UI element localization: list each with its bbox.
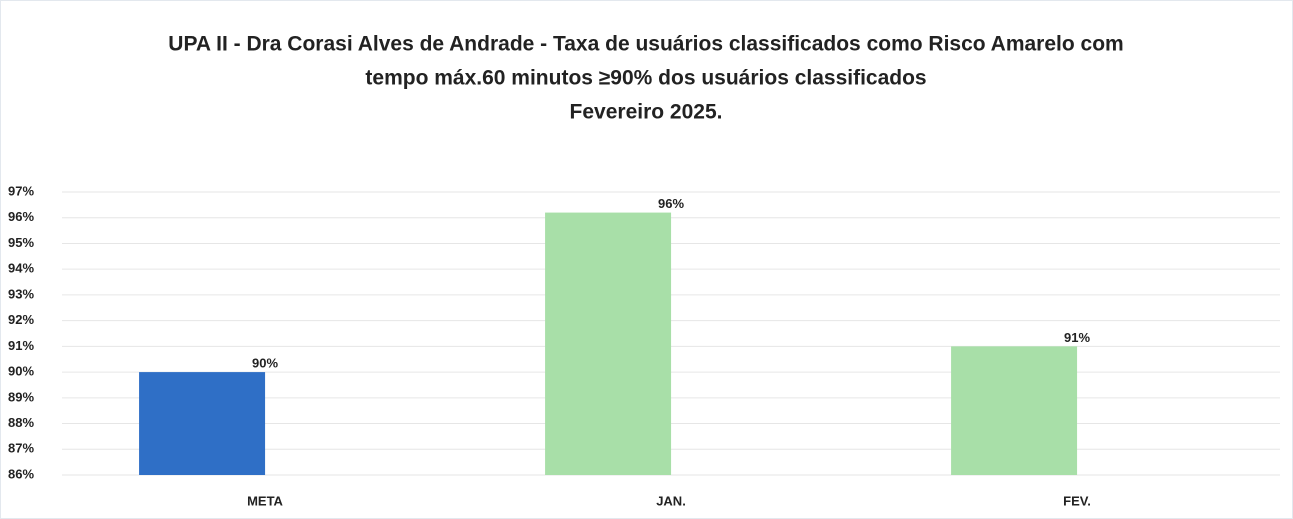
y-tick-label: 86% bbox=[8, 466, 34, 481]
bar bbox=[139, 372, 266, 475]
chart-title: Fevereiro 2025. bbox=[570, 101, 723, 124]
bar bbox=[545, 212, 672, 475]
y-tick-label: 89% bbox=[8, 389, 34, 404]
y-tick-label: 96% bbox=[8, 209, 34, 224]
y-tick-label: 93% bbox=[8, 286, 34, 301]
y-tick-label: 91% bbox=[8, 338, 34, 353]
data-label: 96% bbox=[658, 196, 684, 211]
y-tick-label: 88% bbox=[8, 415, 34, 430]
y-tick-label: 87% bbox=[8, 441, 34, 456]
x-tick-label: JAN. bbox=[656, 493, 686, 508]
x-tick-label: FEV. bbox=[1063, 493, 1091, 508]
x-tick-label: META bbox=[247, 493, 283, 508]
y-tick-label: 95% bbox=[8, 235, 34, 250]
chart-title: tempo máx.60 minutos ≥90% dos usuários c… bbox=[365, 67, 926, 90]
y-tick-label: 97% bbox=[8, 183, 34, 198]
y-tick-label: 90% bbox=[8, 364, 34, 379]
y-tick-label: 94% bbox=[8, 261, 34, 276]
data-label: 90% bbox=[252, 356, 278, 371]
y-tick-label: 92% bbox=[8, 312, 34, 327]
chart-title: UPA II - Dra Corasi Alves de Andrade - T… bbox=[168, 33, 1123, 56]
data-label: 91% bbox=[1064, 330, 1090, 345]
bar bbox=[951, 346, 1078, 475]
